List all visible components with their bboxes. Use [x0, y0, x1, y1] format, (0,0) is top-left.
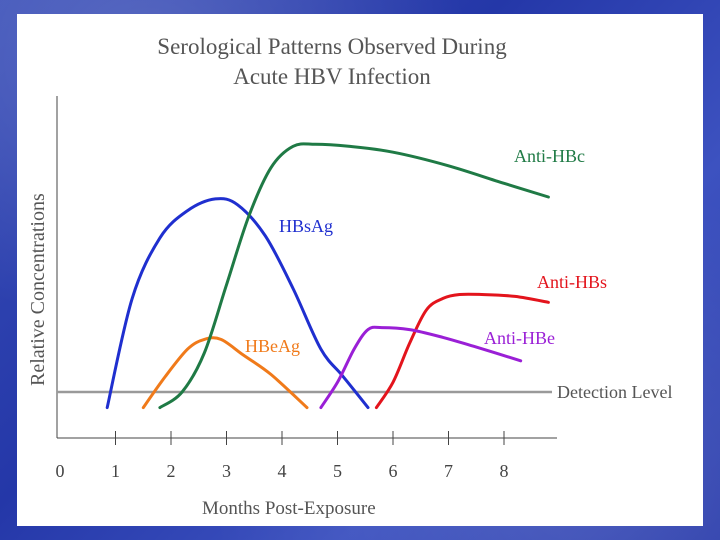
series-label-anti-hbe: Anti-HBe — [484, 328, 555, 348]
series-line-anti-hbe — [319, 325, 523, 410]
detection-level-label: Detection Level — [557, 382, 672, 402]
x-tick-label: 3 — [222, 461, 231, 481]
chart-title-line-1: Serological Patterns Observed During — [157, 34, 507, 59]
series-line-hbsag — [105, 197, 370, 410]
x-tick-label: 7 — [444, 461, 453, 481]
x-tick-label: 5 — [333, 461, 342, 481]
series-line-anti-hbc — [158, 142, 550, 410]
x-tick-label: 4 — [278, 461, 287, 481]
x-axis-label: Months Post-Exposure — [202, 498, 376, 519]
chart-panel: Serological Patterns Observed During Acu… — [17, 14, 703, 526]
series-label-anti-hbs: Anti-HBs — [537, 272, 607, 292]
series-line-hbeag — [141, 336, 309, 410]
chart-title: Serological Patterns Observed During Acu… — [17, 32, 647, 92]
x-tick-label: 0 — [56, 461, 65, 481]
series-line-anti-hbs — [374, 292, 550, 410]
series-label-anti-hbc: Anti-HBc — [514, 146, 585, 166]
y-axis-label: Relative Concentrations — [27, 193, 49, 386]
x-tick-label: 8 — [500, 461, 509, 481]
chart-plot: Detection Level 0 1 2 3 4 5 6 7 8 HBsAg HBeAg Anti-H… — [56, 96, 672, 481]
x-tick-label: 2 — [167, 461, 176, 481]
x-tick-label: 1 — [111, 461, 120, 481]
series-label-hbeag: HBeAg — [245, 336, 300, 356]
chart-title-line-2: Acute HBV Infection — [233, 64, 431, 89]
series-label-hbsag: HBsAg — [279, 216, 333, 236]
x-tick-label: 6 — [389, 461, 398, 481]
